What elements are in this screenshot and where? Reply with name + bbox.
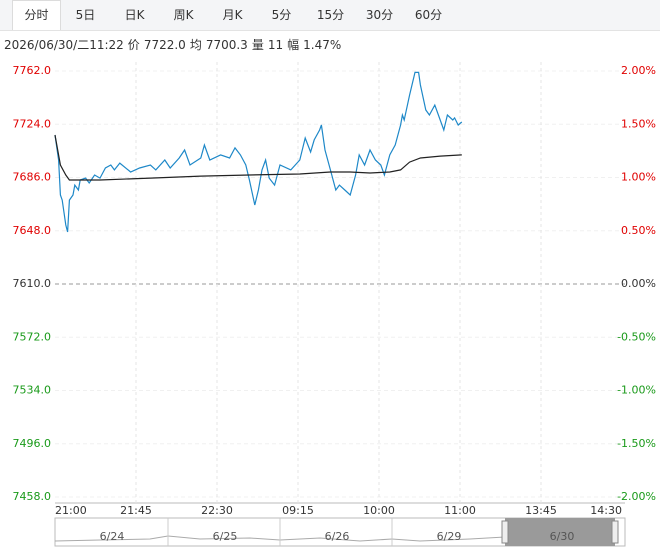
y2-tick-label: 1.50% [621,117,656,130]
x-tick-label: 14:30 [590,504,622,517]
tab[interactable]: 30分 [365,8,394,22]
y2-tick-label: 0.50% [621,224,656,237]
tab[interactable]: 日K [124,8,145,22]
navigator-date: 6/30 [550,530,575,543]
info-label: 价 [127,38,140,52]
info-label: 量 [251,38,264,52]
x-tick-label: 11:00 [444,504,476,517]
price-line [54,71,463,233]
y2-tick-label: -1.50% [617,437,656,450]
y2-tick-label: -2.00% [617,490,656,503]
info-value: 11 [267,38,284,52]
info-value: 1.47% [303,38,342,52]
tab[interactable]: 月K [222,8,243,22]
navigator-handle[interactable] [501,520,509,544]
y-tick-label: 7762.0 [13,64,52,77]
x-tick-label: 13:45 [525,504,557,517]
navigator-date: 6/24 [100,530,125,543]
x-tick-label: 22:30 [201,504,233,517]
tab[interactable]: 5日 [75,8,96,22]
y2-tick-label: -0.50% [617,330,656,343]
tab[interactable]: 15分 [316,8,345,22]
y2-tick-label: 1.00% [621,171,656,184]
info-label: 均 [189,38,202,52]
x-tick-label: 21:45 [120,504,152,517]
navigator-date: 6/25 [213,530,238,543]
y-tick-label: 7496.0 [13,437,52,450]
info-value: 7722.0 [143,38,186,52]
tab[interactable]: 60分 [414,8,443,22]
y-tick-label: 7724.0 [13,117,52,130]
info-label: 幅 [287,38,300,52]
info-time: 2026/06/30/二11:22 [4,38,124,52]
x-tick-label: 09:15 [282,504,314,517]
y2-tick-label: 2.00% [621,64,656,77]
y-tick-label: 7458.0 [13,490,52,503]
y-tick-label: 7534.0 [13,384,52,397]
info-value: 7700.3 [205,38,248,52]
y-tick-label: 7686.0 [13,171,52,184]
tab[interactable]: 周K [173,8,194,22]
info-line: 2026/06/30/二11:22 价 7722.0 均 7700.3 量 11 幅 1.47% [4,36,345,53]
y2-tick-label: -1.00% [617,384,656,397]
tab[interactable]: 5分 [271,8,292,22]
navigator-date: 6/26 [325,530,350,543]
x-tick-label: 21:00 [55,504,87,517]
navigator-handle[interactable] [611,520,619,544]
navigator-selection[interactable] [505,518,615,546]
x-tick-label: 10:00 [363,504,395,517]
y2-tick-label: 0.00% [621,277,656,290]
price-line [54,134,462,181]
tab[interactable]: 分时 [12,0,61,30]
y-tick-label: 7610.0 [13,277,52,290]
navigator-date: 6/29 [437,530,462,543]
y-tick-label: 7648.0 [13,224,52,237]
y-tick-label: 7572.0 [13,330,52,343]
tab-bar: 分时 5日 日K 周K 月K 5分 15分 30分 60分 [0,0,660,31]
